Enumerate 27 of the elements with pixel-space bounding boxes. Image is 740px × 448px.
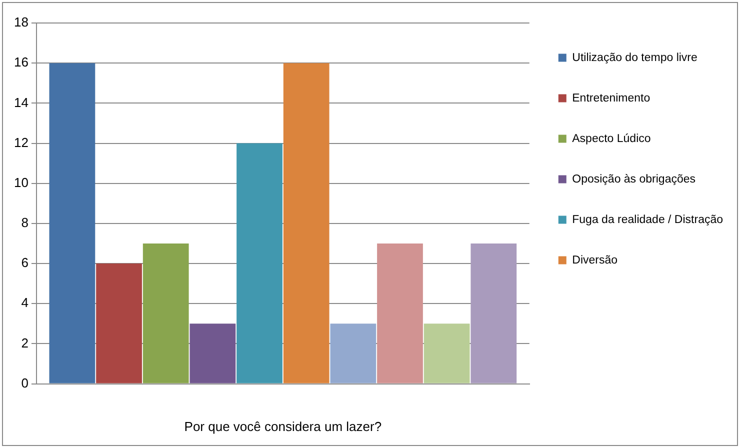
legend-label: Oposição às obrigações [572,173,696,186]
y-tick-label: 10 [14,174,28,190]
y-tick-label: 16 [14,54,28,70]
bar [424,324,470,384]
bar [142,243,189,384]
bar [330,324,376,384]
y-tick-label: 8 [21,215,28,230]
y-tick-label: 18 [14,14,28,30]
y-tick-label: 0 [21,375,28,390]
bar [49,63,96,384]
x-axis-title: Por que você considera um lazer? [184,418,382,434]
legend-label: Utilização do tempo livre [572,52,698,64]
legend-label: Fuga da realidade / Distração [572,214,724,226]
bar [236,143,282,384]
y-tick-label: 4 [21,295,28,310]
y-tick-label: 2 [21,335,28,350]
bar [96,264,142,384]
legend-label: Diversão [572,254,618,266]
bar [190,324,236,384]
bar [283,63,330,384]
y-tick-label: 14 [14,94,28,110]
bar [470,243,517,384]
y-tick-label: 6 [21,255,28,270]
legend-label: Aspecto Lúdico [572,132,651,145]
legend-label: Entretenimento [572,92,650,104]
y-tick-label: 12 [14,134,28,150]
bar [377,243,423,384]
